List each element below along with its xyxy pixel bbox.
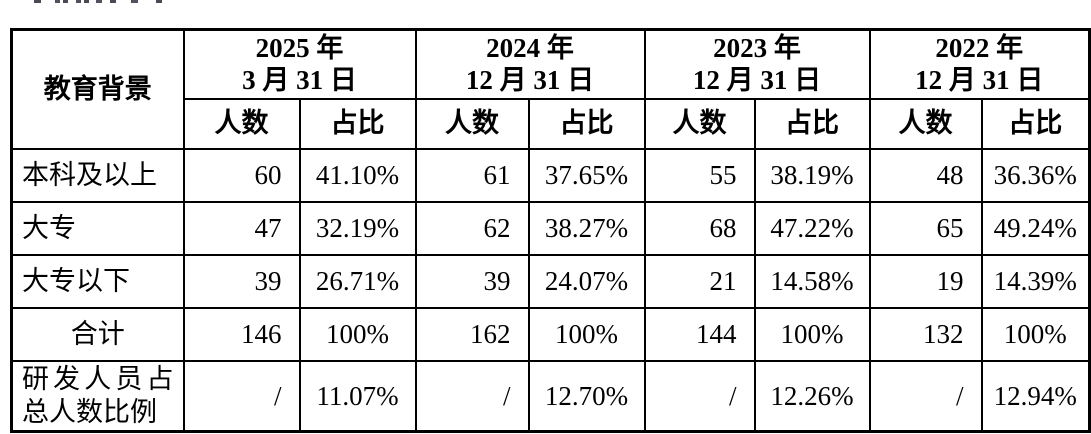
- cell-count: 68: [643, 200, 756, 256]
- cell-count: 55: [643, 147, 756, 203]
- cell-ratio: 12.70%: [527, 359, 646, 433]
- row-label: 大专以下: [10, 253, 185, 309]
- row-label: 合计: [10, 306, 185, 362]
- cell-ratio: 100%: [753, 306, 871, 362]
- cell-ratio: 36.36%: [980, 147, 1091, 203]
- period-header-2023: 2023 年 12 月 31 日: [643, 28, 871, 100]
- period-date: 3 月 31 日: [242, 65, 357, 96]
- cell-ratio: 24.07%: [527, 253, 646, 309]
- cell-count: 132: [868, 306, 983, 362]
- cell-count: /: [868, 359, 983, 433]
- cell-ratio: 38.19%: [753, 147, 871, 203]
- row-label: 本科及以上: [10, 147, 185, 203]
- cell-count: 62: [414, 200, 530, 256]
- subheader-ratio-2025: 占比: [298, 97, 417, 150]
- period-header-2024: 2024 年 12 月 31 日: [414, 28, 646, 100]
- subheader-count-2022: 人数: [868, 97, 983, 150]
- table-row-bachelor-and-above: 本科及以上 60 41.10% 61 37.65% 55 38.19% 48 3…: [10, 147, 1091, 203]
- cell-count: /: [414, 359, 530, 433]
- table-row-below-junior-college: 大专以下 39 26.71% 39 24.07% 21 14.58% 19 14…: [10, 253, 1091, 309]
- cell-ratio: 11.07%: [298, 359, 417, 433]
- subheader-count-2023: 人数: [643, 97, 756, 150]
- cell-ratio: 100%: [527, 306, 646, 362]
- cell-count: 21: [643, 253, 756, 309]
- cell-count: 19: [868, 253, 983, 309]
- cell-ratio: 12.26%: [753, 359, 871, 433]
- cell-count: 61: [414, 147, 530, 203]
- subheader-ratio-2024: 占比: [527, 97, 646, 150]
- cell-count: 60: [182, 147, 301, 203]
- cell-ratio: 14.58%: [753, 253, 871, 309]
- table-row-total: 合计 146 100% 162 100% 144 100% 132 100%: [10, 306, 1091, 362]
- period-date: 12 月 31 日: [465, 65, 595, 96]
- cell-ratio: 100%: [298, 306, 417, 362]
- cell-count: 47: [182, 200, 301, 256]
- cell-ratio: 14.39%: [980, 253, 1091, 309]
- cell-count: 144: [643, 306, 756, 362]
- cell-ratio: 41.10%: [298, 147, 417, 203]
- subheader-ratio-2023: 占比: [753, 97, 871, 150]
- cell-count: 146: [182, 306, 301, 362]
- row-label-line1: 研发人员占: [22, 364, 174, 395]
- row-label-line2: 总人数比例: [22, 396, 157, 427]
- cell-ratio: 37.65%: [527, 147, 646, 203]
- period-date: 12 月 31 日: [915, 65, 1044, 96]
- subheader-ratio-2022: 占比: [980, 97, 1091, 150]
- cell-ratio: 32.19%: [298, 200, 417, 256]
- period-year: 2024 年: [486, 32, 574, 63]
- cell-ratio: 49.24%: [980, 200, 1091, 256]
- row-label: 大专: [10, 200, 185, 256]
- row-label: 研发人员占 总人数比例: [10, 359, 185, 433]
- period-year: 2025 年: [255, 32, 344, 63]
- cell-count: 48: [868, 147, 983, 203]
- period-year: 2023 年: [713, 32, 801, 63]
- cell-count: 39: [182, 253, 301, 309]
- cell-ratio: 38.27%: [527, 200, 646, 256]
- period-header-2022: 2022 年 12 月 31 日: [868, 28, 1091, 100]
- table-row-rd-personnel-ratio: 研发人员占 总人数比例 / 11.07% / 12.70% / 12.26% /…: [10, 359, 1091, 433]
- cell-ratio: 12.94%: [980, 359, 1091, 433]
- cell-ratio: 47.22%: [753, 200, 871, 256]
- cell-count: 39: [414, 253, 530, 309]
- education-background-table: 教育背景 2025 年 3 月 31 日 2024 年 12 月 31 日 20…: [10, 28, 1091, 433]
- cell-count: /: [643, 359, 756, 433]
- period-year: 2022 年: [935, 32, 1024, 63]
- cell-ratio: 26.71%: [298, 253, 417, 309]
- table-row-junior-college: 大专 47 32.19% 62 38.27% 68 47.22% 65 49.2…: [10, 200, 1091, 256]
- period-date: 12 月 31 日: [692, 65, 822, 96]
- cell-count: 65: [868, 200, 983, 256]
- cell-ratio: 100%: [980, 306, 1091, 362]
- cell-count: /: [182, 359, 301, 433]
- subheader-count-2024: 人数: [414, 97, 530, 150]
- subheader-count-2025: 人数: [182, 97, 301, 150]
- cropped-text-fragment: [34, 0, 162, 3]
- period-header-2025: 2025 年 3 月 31 日: [182, 28, 417, 100]
- cell-count: 162: [414, 306, 530, 362]
- corner-header-education-background: 教育背景: [10, 28, 185, 150]
